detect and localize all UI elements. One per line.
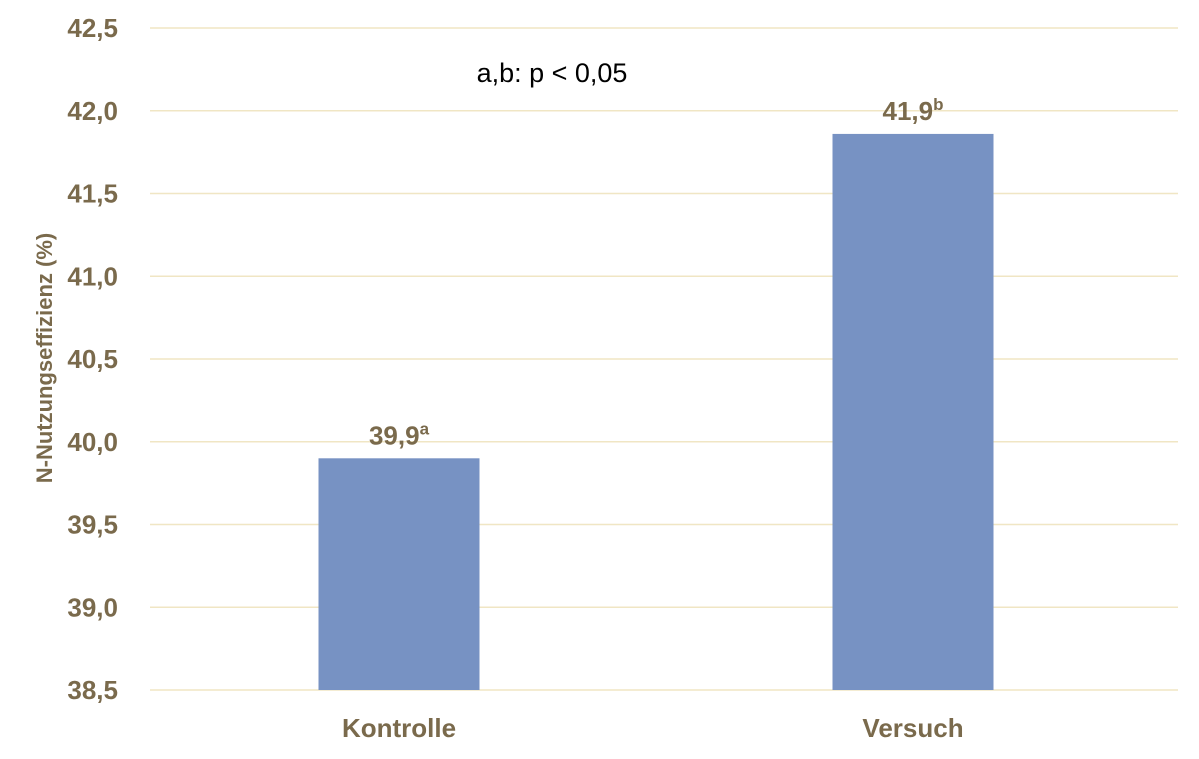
data-label-kontrolle: 39,9a — [369, 419, 430, 450]
y-tick-label: 39,0 — [67, 592, 118, 622]
x-tick-label: Kontrolle — [342, 713, 456, 743]
x-tick-label: Versuch — [862, 713, 963, 743]
y-tick-label: 42,0 — [67, 96, 118, 126]
y-axis-label: N-Nutzungseffizienz (%) — [32, 233, 57, 484]
y-tick-label: 40,0 — [67, 427, 118, 457]
bar-kontrolle — [318, 458, 480, 690]
significance-annotation: a,b: p < 0,05 — [477, 58, 628, 88]
y-tick-label: 42,5 — [67, 13, 118, 43]
y-tick-label: 40,5 — [67, 344, 118, 374]
data-labels: 39,9a 41,9b — [369, 95, 944, 450]
y-axis-ticks: 38,5 39,0 39,5 40,0 40,5 41,0 41,5 42,0 42,5 — [67, 13, 118, 705]
bar-versuch — [832, 133, 994, 691]
y-tick-label: 41,0 — [67, 261, 118, 291]
data-label-versuch: 41,9b — [883, 95, 944, 126]
bars — [318, 133, 994, 691]
y-tick-label: 41,5 — [67, 179, 118, 209]
y-tick-label: 39,5 — [67, 510, 118, 540]
y-tick-label: 38,5 — [67, 675, 118, 705]
x-axis-ticks: Kontrolle Versuch — [342, 713, 964, 743]
gridlines — [150, 27, 1178, 691]
